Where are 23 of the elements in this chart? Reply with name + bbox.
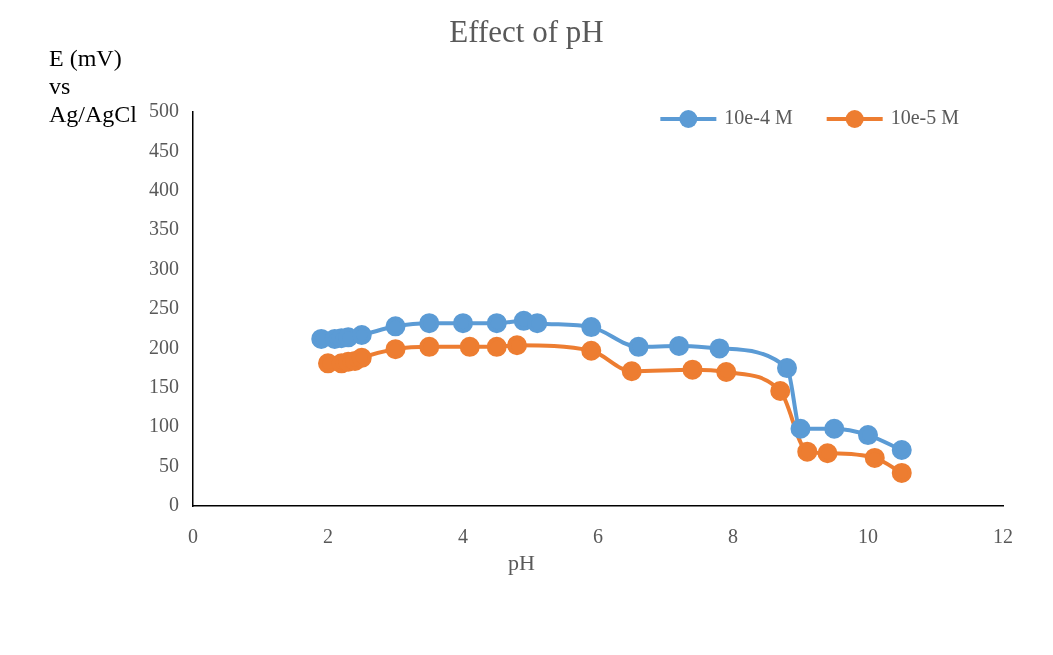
x-tick-label: 0 <box>188 525 198 548</box>
y-tick-label: 400 <box>149 178 179 201</box>
y-tick-label: 0 <box>169 493 179 516</box>
y-tick-label: 100 <box>149 414 179 437</box>
y-tick-label: 250 <box>149 296 179 319</box>
x-tick-label: 10 <box>858 525 878 548</box>
x-tick-label: 8 <box>728 525 738 548</box>
legend-label: 10e-5 M <box>890 106 960 129</box>
chart-title: Effect of pH <box>449 14 604 49</box>
y-tick-label: 200 <box>149 335 179 358</box>
x-tick-label: 2 <box>323 525 333 548</box>
x-tick-label: 4 <box>458 525 468 548</box>
x-tick-label: 6 <box>593 525 603 548</box>
y-tick-label: 50 <box>159 453 179 476</box>
legend-label: 10e-4 M <box>724 106 793 129</box>
y-tick-label: 500 <box>149 99 179 122</box>
y-tick-label: 300 <box>149 256 179 279</box>
y-tick-label: 350 <box>149 217 179 240</box>
y-axis-title: E (mV) vs Ag/AgCl <box>49 44 138 128</box>
x-tick-label: 12 <box>993 525 1013 548</box>
y-tick-label: 150 <box>149 375 179 398</box>
y-tick-label: 450 <box>149 138 179 161</box>
x-axis-title: pH <box>508 550 535 576</box>
